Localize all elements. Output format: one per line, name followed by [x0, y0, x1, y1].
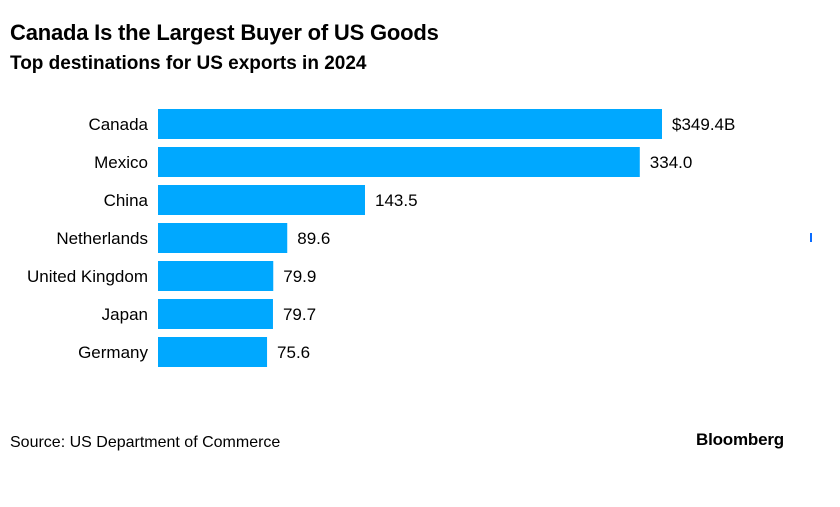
bar-united-kingdom [158, 261, 274, 291]
edge-mark [810, 233, 812, 242]
value-label: 143.5 [375, 191, 418, 210]
value-label: 79.9 [283, 267, 316, 286]
bar-chart: Canada $349.4B Mexico 334.0 China 143.5 Nether… [27, 109, 735, 367]
chart-subtitle: Top destinations for US exports in 2024 [10, 53, 367, 74]
value-label: 75.6 [277, 343, 310, 362]
category-label: Mexico [94, 153, 148, 172]
bar-china [158, 185, 365, 215]
value-label: $349.4B [672, 115, 735, 134]
bloomberg-logo: Bloomberg [696, 430, 784, 449]
value-label: 79.7 [283, 305, 316, 324]
chart-title: Canada Is the Largest Buyer of US Goods [10, 20, 439, 45]
category-label: Japan [102, 305, 148, 324]
bar-canada [158, 109, 662, 139]
bar-mexico [158, 147, 640, 177]
value-label: 334.0 [650, 153, 693, 172]
source-note: Source: US Department of Commerce [10, 434, 281, 451]
value-label: 89.6 [297, 229, 330, 248]
bar-japan [158, 299, 273, 329]
category-label: Canada [88, 115, 148, 134]
bar-netherlands [158, 223, 288, 253]
category-label: Germany [78, 343, 148, 362]
category-label: China [104, 191, 149, 210]
category-label: United Kingdom [27, 267, 148, 286]
category-label: Netherlands [56, 229, 148, 248]
bar-germany [158, 337, 268, 367]
